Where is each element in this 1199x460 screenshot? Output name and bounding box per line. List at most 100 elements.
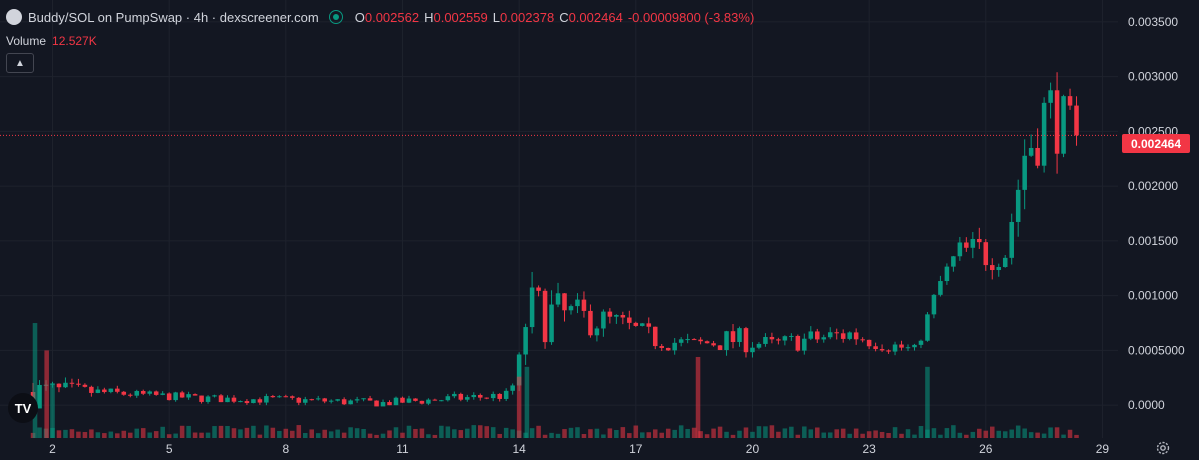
candle-body (879, 349, 885, 351)
candle-body (1015, 189, 1021, 222)
y-tick-label: 0.0000 (1128, 398, 1165, 412)
volume-bar (1002, 431, 1008, 438)
volume-bar (173, 433, 178, 438)
candle-body (1028, 147, 1034, 156)
chart-legend: Buddy/SOL on PumpSwap · 4h · dexscreener… (6, 9, 759, 25)
volume-bar (393, 427, 399, 438)
candle-body (523, 327, 528, 355)
volume-bar (672, 429, 677, 438)
candle-body (588, 310, 593, 336)
candle-body (400, 397, 405, 403)
volume-bar (996, 430, 1002, 438)
volume-bar (115, 433, 120, 438)
candle-body (147, 391, 152, 394)
gear-icon[interactable] (1155, 440, 1171, 456)
candle-body (296, 397, 302, 403)
candle-body (380, 402, 386, 407)
collapse-legend-button[interactable]: ▲ (6, 53, 34, 73)
volume-bar (354, 428, 360, 438)
candle-body (419, 400, 425, 404)
candle-body (711, 343, 716, 346)
candle-body (776, 339, 781, 341)
volume-bar (737, 430, 742, 438)
candle-body (678, 339, 684, 343)
candle-body (575, 299, 580, 307)
volume-bar (439, 425, 444, 438)
x-tick-label: 8 (282, 442, 289, 456)
candle-body (795, 335, 801, 351)
candle-body (413, 398, 418, 401)
candle-body (555, 293, 561, 305)
volume-bar (970, 431, 976, 438)
volume-bar (212, 426, 217, 438)
candle-body (931, 294, 937, 315)
volume-bar (44, 350, 49, 438)
volume-bar (413, 428, 418, 438)
volume-bar (892, 427, 898, 438)
candle-body (426, 399, 431, 404)
volume-bar (283, 428, 289, 438)
volume-bar (160, 426, 165, 438)
candle-body (140, 391, 146, 394)
volume-bar (277, 430, 282, 438)
market-open-icon (328, 10, 343, 24)
x-tick-label: 20 (746, 442, 760, 456)
volume-bar (348, 427, 353, 438)
candle-body (238, 401, 243, 403)
volume-bar (490, 427, 496, 438)
volume-bar (290, 430, 295, 438)
candle-body (1048, 90, 1053, 103)
candle-body (750, 347, 755, 353)
volume-bar (730, 434, 736, 438)
candle-body (95, 389, 101, 393)
candle-body (315, 398, 321, 400)
candle-body (853, 332, 859, 340)
candle-body (205, 396, 211, 402)
candle-body (983, 242, 989, 266)
volume-bar (367, 433, 373, 438)
volume-bar (1015, 425, 1021, 438)
chevron-up-icon: ▲ (15, 57, 25, 69)
candle-body (341, 399, 347, 405)
candle-body (620, 315, 626, 318)
candle-body (128, 394, 133, 396)
candle-body (951, 256, 956, 267)
tradingview-logo[interactable]: TV (8, 393, 38, 423)
volume-bar (302, 433, 308, 438)
candle-body (354, 399, 360, 401)
candle-body (802, 338, 807, 351)
volume-bar (866, 431, 872, 438)
volume-bar (1061, 434, 1066, 438)
candle-body (1074, 105, 1079, 136)
ohlc-low-key: L (492, 9, 500, 25)
candle-body (69, 382, 75, 384)
candle-body (808, 331, 814, 339)
volume-bar (322, 429, 327, 438)
x-tick-label: 14 (512, 442, 526, 456)
volume-bar (815, 427, 820, 438)
volume-bar (886, 433, 891, 438)
candle-body (847, 332, 852, 339)
candle-body (944, 266, 950, 282)
candle-body (730, 331, 736, 343)
volume-bar (989, 426, 995, 438)
volume-bar (387, 430, 392, 438)
volume-bar (516, 376, 522, 438)
candle-body (257, 399, 263, 403)
x-tick-label: 2 (49, 442, 56, 456)
candle-body (892, 344, 898, 352)
volume-bar (458, 430, 464, 438)
volume-bar (264, 425, 269, 438)
volume-bar (1074, 434, 1079, 438)
candle-body (646, 323, 652, 327)
volume-bar (452, 429, 457, 438)
candle-body (173, 392, 178, 401)
volume-bar (63, 429, 68, 438)
volume-bar (32, 323, 38, 438)
candle-body (562, 293, 567, 311)
volume-bar (743, 427, 749, 438)
candle-body (977, 238, 982, 243)
candle-body (905, 347, 911, 349)
candle-body (1054, 90, 1060, 154)
